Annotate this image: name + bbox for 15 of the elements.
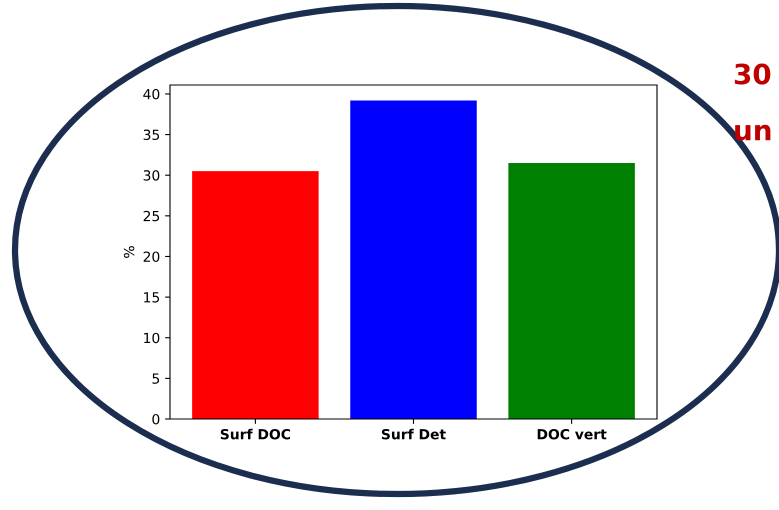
y-tick-label: 0 xyxy=(152,414,160,424)
y-tick-label: 40 xyxy=(143,88,160,100)
y-axis-title: % xyxy=(124,246,134,258)
y-tick-label: 15 xyxy=(144,292,160,303)
text: 30 xyxy=(734,64,770,85)
y-tick-label: 20 xyxy=(144,251,160,262)
x-tick-label: Surf DOC xyxy=(220,428,290,440)
y-tick-label: 25 xyxy=(144,210,160,222)
y-tick-label: 35 xyxy=(144,130,160,140)
y-tick-label: 5 xyxy=(152,374,160,384)
x-tick-label: DOC vert xyxy=(538,428,606,440)
text: un xyxy=(735,124,770,141)
y-tick-label: 30 xyxy=(144,170,160,181)
y-tick-label: 10 xyxy=(144,332,160,344)
x-tick-label: Surf Det xyxy=(382,428,446,440)
